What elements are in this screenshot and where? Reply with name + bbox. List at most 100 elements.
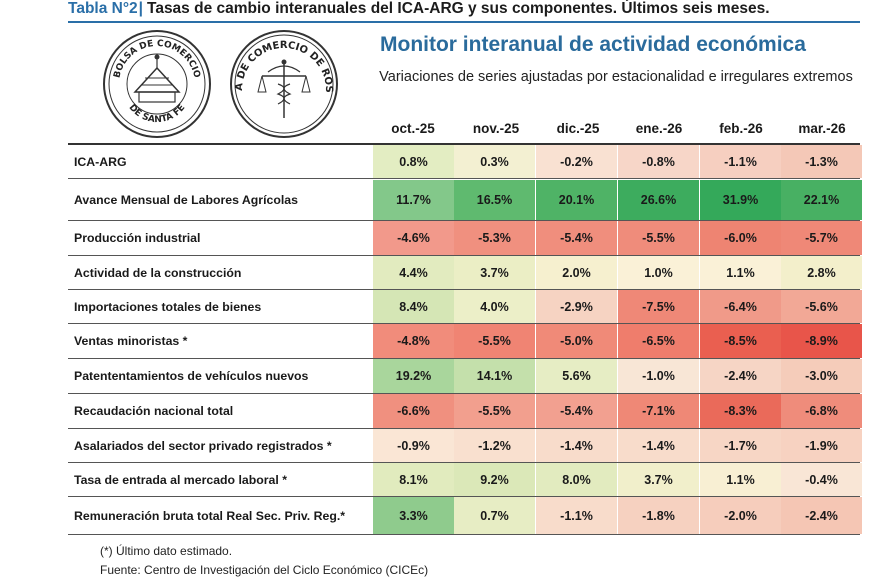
- value-cell: -4.6%: [373, 221, 454, 255]
- value-cell: -1.7%: [700, 429, 781, 462]
- column-header: nov.-25: [472, 121, 520, 136]
- value-cell: -1.4%: [536, 429, 617, 462]
- value-cell: -5.0%: [536, 324, 617, 358]
- value-cell: -2.4%: [700, 359, 781, 393]
- value-cell: 14.1%: [454, 359, 535, 393]
- value-cell: -8.3%: [700, 394, 781, 428]
- value-cell: -6.8%: [781, 394, 862, 428]
- value-cell: -3.0%: [781, 359, 862, 393]
- row-label: Tasa de entrada al mercado laboral *: [74, 472, 288, 487]
- row-label: Patententamientos de vehículos nuevos: [74, 369, 309, 383]
- value-cell: 3.7%: [454, 256, 535, 289]
- value-cell: -1.9%: [781, 429, 862, 462]
- value-cell: -5.4%: [536, 221, 617, 255]
- value-cell: -1.3%: [781, 145, 862, 178]
- monitor-title: Monitor interanual de actividad económic…: [380, 33, 806, 56]
- value-cell: -5.5%: [454, 394, 535, 428]
- value-cell: 16.5%: [454, 180, 535, 220]
- value-cell: -0.2%: [536, 145, 617, 178]
- footnote-source: Fuente: Centro de Investigación del Cicl…: [100, 563, 429, 577]
- value-cell: 31.9%: [700, 180, 781, 220]
- value-cell: 4.4%: [373, 256, 454, 289]
- value-cell: 22.1%: [781, 180, 862, 220]
- value-cell: 0.7%: [454, 497, 535, 534]
- value-cell: -2.9%: [536, 290, 617, 323]
- footnote-estimated: (*) Último dato estimado.: [100, 544, 233, 558]
- table-row: Producción industrial -4.6% -5.3% -5.4% -5.5…: [68, 221, 862, 256]
- row-label: Recaudación nacional total: [74, 404, 234, 418]
- table-row: Recaudación nacional total -6.6% -5.5% -5.4…: [68, 394, 862, 429]
- value-cell: -7.1%: [618, 394, 699, 428]
- value-cell: 4.0%: [454, 290, 535, 323]
- column-header: feb.-26: [719, 121, 763, 136]
- value-cell: -5.7%: [781, 221, 862, 255]
- header-rule: [68, 143, 860, 145]
- value-cell: -5.5%: [618, 221, 699, 255]
- value-cell: 19.2%: [373, 359, 454, 393]
- value-cell: -2.0%: [700, 497, 781, 534]
- row-label: Importaciones totales de bienes: [74, 299, 262, 314]
- value-cell: 8.1%: [373, 463, 454, 496]
- value-cell: -1.0%: [618, 359, 699, 393]
- value-cell: -1.1%: [700, 145, 781, 178]
- value-cell: -1.8%: [618, 497, 699, 534]
- table-row: Actividad de la construcción 4.4% 3.7% 2.0%…: [68, 256, 862, 290]
- column-header: ene.-26: [635, 121, 683, 136]
- value-cell: 11.7%: [373, 180, 454, 220]
- value-cell: -2.4%: [781, 497, 862, 534]
- table-row: Importaciones totales de bienes 8.4% 4.0% -…: [68, 290, 862, 324]
- row-label: Asalariados del sector privado registrad…: [74, 438, 332, 453]
- value-cell: 3.3%: [373, 497, 454, 534]
- value-cell: 5.6%: [536, 359, 617, 393]
- value-cell: -5.5%: [454, 324, 535, 358]
- value-cell: 1.1%: [700, 256, 781, 289]
- value-cell: 20.1%: [536, 180, 617, 220]
- value-cell: -7.5%: [618, 290, 699, 323]
- value-cell: -1.2%: [454, 429, 535, 462]
- row-label: ICA-ARG: [74, 154, 127, 169]
- value-cell: -0.8%: [618, 145, 699, 178]
- table-row: Ventas minoristas * -4.8% -5.5% -5.0% -6.5% -…: [68, 324, 862, 359]
- value-cell: 8.0%: [536, 463, 617, 496]
- value-cell: -1.4%: [618, 429, 699, 462]
- table-row: Patententamientos de vehículos nuevos 19.…: [68, 359, 862, 394]
- value-cell: -0.9%: [373, 429, 454, 462]
- value-cell: -1.1%: [536, 497, 617, 534]
- title-separator: |: [138, 0, 143, 17]
- monitor-subtitle: Variaciones de series ajustadas por esta…: [379, 69, 853, 85]
- column-header: dic.-25: [556, 121, 600, 136]
- value-cell: -6.4%: [700, 290, 781, 323]
- value-cell: 2.8%: [781, 256, 862, 289]
- table-row: Asalariados del sector privado registrad…: [68, 429, 862, 463]
- value-cell: -8.9%: [781, 324, 862, 358]
- value-cell: -6.0%: [700, 221, 781, 255]
- value-cell: 1.1%: [700, 463, 781, 496]
- table-row: ICA-ARG 0.8% 0.3% -0.2% -0.8% -1.1% -1.3%: [68, 145, 862, 179]
- value-cell: -0.4%: [781, 463, 862, 496]
- table-row: Avance Mensual de Labores Agrícolas 11.7%…: [68, 180, 862, 221]
- value-cell: -5.3%: [454, 221, 535, 255]
- bolsa-rosario-seal-icon: BOLSA DE COMERCIO DE ROSARIO: [228, 28, 338, 138]
- title-rule: [68, 21, 860, 23]
- value-cell: 1.0%: [618, 256, 699, 289]
- value-cell: 0.8%: [373, 145, 454, 178]
- row-label: Ventas minoristas *: [74, 334, 188, 348]
- value-cell: -4.8%: [373, 324, 454, 358]
- svg-text:BOLSA DE COMERCIO DE ROSARIO: BOLSA DE COMERCIO DE ROSARIO: [228, 28, 334, 93]
- value-cell: 2.0%: [536, 256, 617, 289]
- column-header: mar.-26: [798, 121, 846, 136]
- row-label: Avance Mensual de Labores Agrícolas: [74, 193, 298, 207]
- table-title: Tabla N°2| Tasas de cambio interanuales d…: [68, 0, 770, 18]
- value-cell: 26.6%: [618, 180, 699, 220]
- table-row: Tasa de entrada al mercado laboral * 8.1%…: [68, 463, 862, 497]
- value-cell: -6.5%: [618, 324, 699, 358]
- table-row: Remuneración bruta total Real Sec. Priv.…: [68, 497, 862, 535]
- column-header: oct.-25: [391, 121, 435, 136]
- bolsa-santa-fe-seal-icon: BOLSA DE COMERCIO DE SANTA FE: [103, 30, 211, 138]
- value-cell: 9.2%: [454, 463, 535, 496]
- value-cell: -8.5%: [700, 324, 781, 358]
- row-label: Remuneración bruta total Real Sec. Priv.…: [74, 508, 346, 523]
- value-cell: 8.4%: [373, 290, 454, 323]
- value-cell: 0.3%: [454, 145, 535, 178]
- table-title-text: Tasas de cambio interanuales del ICA-ARG…: [147, 0, 770, 17]
